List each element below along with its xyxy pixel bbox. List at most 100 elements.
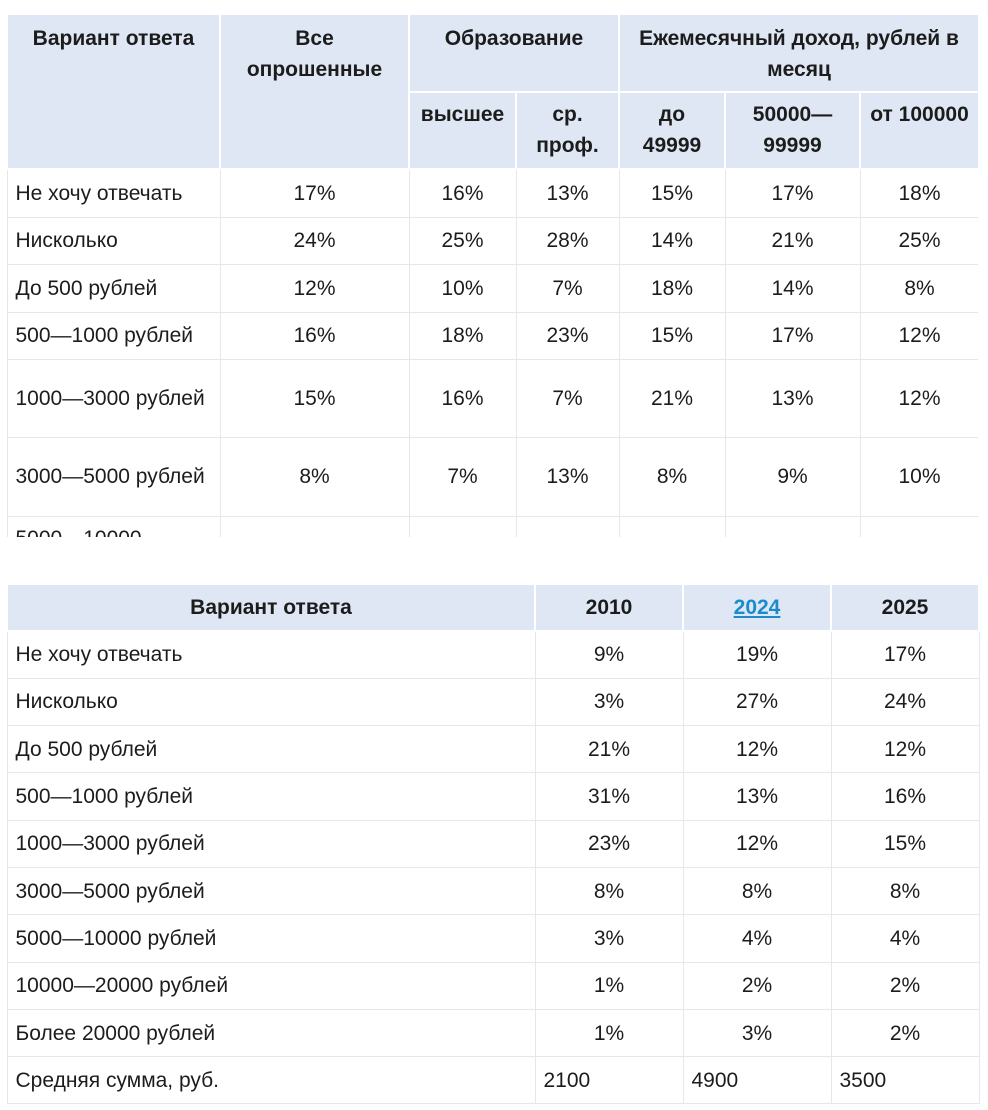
row-label: 1000—3000 рублей [6,819,536,868]
cell: 16% [830,772,980,821]
row-label: Не хочу отвечать [6,168,221,218]
cell: 8% [859,263,978,313]
row-label: 10000—20000 рублей [6,961,536,1010]
header-cell: 2025 [830,583,980,632]
cell: 9% [724,436,861,517]
cell: 1% [534,1008,684,1058]
cell: 8% [618,436,726,517]
cell: 12% [219,263,410,313]
cell: 17% [724,168,861,218]
row-label: До 500 рублей [6,725,536,774]
cell: 31% [534,772,684,821]
table-1-wrapper: Вариант ответа Все опрошенные Образовани… [6,13,978,537]
cell: 18% [618,263,726,313]
row: Нисколько 3% 27% 24% [6,677,980,727]
cell: 2% [682,961,832,1010]
row-label: До 500 рублей [6,263,221,313]
cell: 18% [859,168,978,218]
cell: 23% [515,311,620,360]
cell: 14% [618,216,726,265]
table-2: Вариант ответа 2010 2024 2025 Не хочу отвеч… [6,583,980,1105]
row-label: 3000—5000 рублей [6,866,536,916]
cell: 10% [859,436,978,517]
subheader-cell: высшее [408,91,517,170]
cell: 25% [859,216,978,265]
row-label: 1000—3000 рублей [6,358,221,438]
row-label: Нисколько [6,216,221,265]
row-label: 5000—10000 [6,515,221,537]
subheader-cell: 50000—99999 [724,91,861,170]
cell: 2% [830,1008,980,1058]
row: Не хочу отвечать 9% 19% 17% [6,630,980,679]
cell: 10% [408,263,517,313]
cell: 12% [682,819,832,868]
header-cell: Вариант ответа [6,583,536,632]
cell: 21% [724,216,861,265]
cell: 3% [682,1008,832,1058]
cell: 7% [515,263,620,313]
cell: 12% [682,725,832,774]
cell: 1% [534,961,684,1010]
cell [859,515,978,537]
header-cell: Все опрошенные [219,13,410,170]
row-label: Средняя сумма, руб. [6,1056,536,1105]
cell: 2% [830,961,980,1010]
row-label: 3000—5000 рублей [6,436,221,517]
row: 5000—10000 рублей 3% 4% 4% [6,914,980,963]
header-cell: Образование [408,13,620,93]
subheader-cell: от 100000 [859,91,978,170]
row-label: 500—1000 рублей [6,772,536,821]
subheader-cell: ср. проф. [515,91,620,170]
cell: 15% [618,168,726,218]
cell: 8% [219,436,410,517]
cell: 24% [219,216,410,265]
cell [724,515,861,537]
cell: 2100 [534,1056,684,1105]
cell: 23% [534,819,684,868]
cell: 12% [859,311,978,360]
cell: 15% [618,311,726,360]
header-cell: Вариант ответа [6,13,221,170]
cell [515,515,620,537]
row: 5000—10000 [6,515,978,537]
row: 1000—3000 рублей 23% 12% 15% [6,819,980,868]
cell: 17% [830,630,980,679]
row: Нисколько 24% 25% 28% 14% 21% 25% [6,216,978,265]
cell: 17% [219,168,410,218]
cell: 17% [724,311,861,360]
cell: 15% [219,358,410,438]
cell: 28% [515,216,620,265]
row: 3000—5000 рублей 8% 7% 13% 8% 9% 10% [6,436,978,517]
cell: 24% [830,677,980,727]
cell: 4% [830,914,980,963]
cell: 16% [219,311,410,360]
cell: 3% [534,914,684,963]
row: 10000—20000 рублей 1% 2% 2% [6,961,980,1010]
cell: 25% [408,216,517,265]
cell [219,515,410,537]
cell: 4% [682,914,832,963]
cell: 8% [534,866,684,916]
cell: 21% [534,725,684,774]
cell: 7% [515,358,620,438]
row: 500—1000 рублей 16% 18% 23% 15% 17% 12% [6,311,978,360]
row: 500—1000 рублей 31% 13% 16% [6,772,980,821]
cell: 12% [859,358,978,438]
cell: 16% [408,168,517,218]
row-label: Не хочу отвечать [6,630,536,679]
table-1: Вариант ответа Все опрошенные Образовани… [6,13,978,537]
cell: 16% [408,358,517,438]
row: До 500 рублей 12% 10% 7% 18% 14% 8% [6,263,978,313]
cell: 7% [408,436,517,517]
cell: 12% [830,725,980,774]
row: До 500 рублей 21% 12% 12% [6,725,980,774]
row: Не хочу отвечать 17% 16% 13% 15% 17% 18% [6,168,978,218]
row-label: 500—1000 рублей [6,311,221,360]
cell: 8% [830,866,980,916]
cell: 27% [682,677,832,727]
table-2-wrapper: Вариант ответа 2010 2024 2025 Не хочу отвеч… [6,583,980,1105]
cell: 3% [534,677,684,727]
year-link[interactable]: 2024 [733,596,781,619]
subheader-cell: до 49999 [618,91,726,170]
